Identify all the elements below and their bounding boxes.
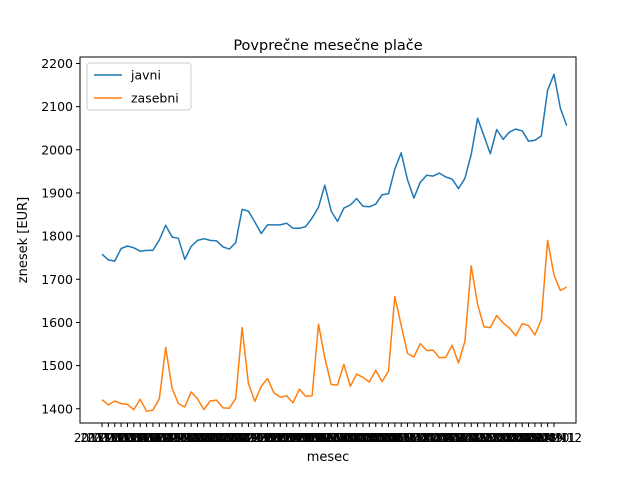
x-tick-label: 2017M10	[131, 431, 187, 445]
x-tick-label: 2020M11	[367, 431, 423, 445]
x-tick-label: 2018M01	[150, 431, 206, 445]
x-tick-label: 2020M05	[329, 431, 385, 445]
x-tick-label: 2019M11	[290, 431, 346, 445]
x-tick-label: 2020M04	[322, 431, 378, 445]
x-tick-label: 2021M11	[443, 431, 499, 445]
x-tick-label: 2019M07	[265, 431, 321, 445]
x-tick-label: 2017M05	[99, 431, 155, 445]
x-tick-label: 2018M07	[189, 431, 245, 445]
x-tick-label: 2018M02	[157, 431, 213, 445]
x-tick-label: 2020M03	[316, 431, 372, 445]
series-lines	[101, 73, 568, 413]
x-tick-label: 2020M08	[348, 431, 404, 445]
x-tick-label: 2021M12	[450, 431, 506, 445]
x-tick-label: 2020M12	[373, 431, 429, 445]
x-tick-label: 2022M11	[520, 431, 576, 445]
series-line-javni	[101, 73, 568, 262]
x-tick-label: 2017M02	[80, 431, 136, 445]
x-tick-label: 2018M09	[201, 431, 257, 445]
x-tick-label: 2018M12	[220, 431, 276, 445]
legend-label-zasebni: zasebni	[131, 91, 179, 106]
x-tick-label: 2021M05	[405, 431, 461, 445]
x-tick-label: 2021M02	[386, 431, 442, 445]
x-tick-label: 2020M01	[303, 431, 359, 445]
x-tick-label: 2021M10	[437, 431, 493, 445]
x-tick-label: 2018M04	[169, 431, 225, 445]
x-tick-label: 2018M06	[182, 431, 238, 445]
x-tick-label: 2020M02	[309, 431, 365, 445]
y-tick-label: 2000	[41, 142, 73, 157]
x-tick-label: 2022M08	[500, 431, 556, 445]
x-tick-label: 2022M05	[481, 431, 537, 445]
x-axis-ticks: 2017M012017M022017M032017M042017M052017M…	[74, 423, 582, 445]
legend-label-javni: javni	[130, 68, 161, 83]
x-tick-label: 2021M07	[418, 431, 474, 445]
x-tick-label: 2017M12	[144, 431, 200, 445]
x-tick-label: 2019M04	[246, 431, 302, 445]
x-tick-label: 2020M07	[341, 431, 397, 445]
x-tick-label: 2022M02	[462, 431, 518, 445]
x-tick-label: 2021M01	[379, 431, 435, 445]
x-tick-label: 2018M10	[208, 431, 264, 445]
x-tick-label: 2022M10	[513, 431, 569, 445]
x-tick-label: 2022M12	[526, 431, 582, 445]
x-tick-label: 2019M10	[284, 431, 340, 445]
x-tick-label: 2017M03	[87, 431, 143, 445]
y-tick-label: 2200	[41, 56, 73, 71]
plot-frame	[79, 56, 577, 424]
x-tick-label: 2021M09	[430, 431, 486, 445]
x-tick-label: 2022M01	[456, 431, 512, 445]
x-tick-label: 2019M12	[297, 431, 353, 445]
y-tick-label: 1700	[41, 272, 73, 287]
y-tick-label: 1600	[41, 315, 73, 330]
x-tick-label: 2022M04	[475, 431, 531, 445]
x-tick-label: 2018M05	[176, 431, 232, 445]
series-line-zasebni	[101, 239, 568, 413]
x-tick-label: 2022M07	[494, 431, 550, 445]
x-tick-label: 2019M03	[239, 431, 295, 445]
x-tick-label: 2017M07	[112, 431, 168, 445]
y-tick-label: 1400	[41, 401, 73, 416]
x-tick-label: 2020M06	[335, 431, 391, 445]
x-tick-label: 2021M04	[399, 431, 455, 445]
x-tick-label: 2019M02	[233, 431, 289, 445]
x-tick-label: 2017M01	[74, 431, 130, 445]
x-tick-label: 2020M09	[354, 431, 410, 445]
y-tick-label: 1500	[41, 358, 73, 373]
x-tick-label: 2021M08	[424, 431, 480, 445]
x-tick-label: 2018M03	[163, 431, 219, 445]
y-tick-label: 2100	[41, 99, 73, 114]
y-tick-label: 1900	[41, 185, 73, 200]
y-axis-label: znesek [EUR]	[16, 197, 31, 283]
y-axis-ticks: 1400 1500 1600 1700 1800 1900 2000 2100 2200	[41, 56, 80, 416]
y-tick-label: 1800	[41, 229, 73, 244]
x-tick-label: 2018M11	[214, 431, 270, 445]
x-tick-label: 2019M01	[227, 431, 283, 445]
x-tick-label: 2017M09	[125, 431, 181, 445]
x-tick-label: 2017M11	[138, 431, 194, 445]
x-tick-label: 2017M06	[106, 431, 162, 445]
x-tick-label: 2019M08	[271, 431, 327, 445]
x-axis-label: mesec	[307, 450, 350, 465]
x-tick-label: 2021M03	[392, 431, 448, 445]
chart-title: Povprečne mesečne plače	[233, 38, 422, 54]
x-tick-label: 2019M06	[259, 431, 315, 445]
x-tick-label: 2017M08	[118, 431, 174, 445]
x-tick-label: 2022M06	[488, 431, 544, 445]
x-tick-label: 2019M09	[278, 431, 334, 445]
x-tick-label: 2022M09	[507, 431, 563, 445]
x-tick-label: 2020M10	[360, 431, 416, 445]
legend: javni zasebni	[86, 62, 192, 111]
x-tick-label: 2019M05	[252, 431, 308, 445]
x-tick-label: 2021M06	[411, 431, 467, 445]
x-tick-label: 2022M03	[469, 431, 525, 445]
x-tick-label: 2017M04	[93, 431, 149, 445]
x-tick-label: 2018M08	[195, 431, 251, 445]
